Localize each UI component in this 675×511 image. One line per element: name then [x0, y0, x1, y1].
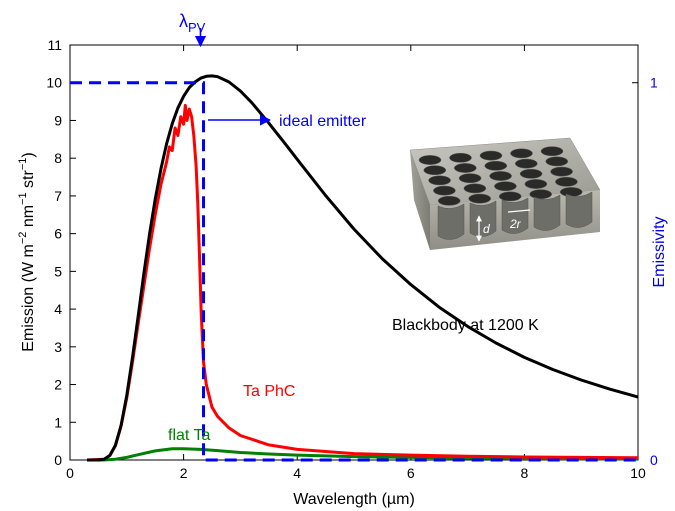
inset-hole [494, 181, 517, 192]
y2-tick-label: 0 [650, 452, 658, 468]
y-tick-label: 7 [54, 188, 62, 204]
y-tick-label: 4 [54, 301, 62, 317]
blackbody-label: Blackbody at 1200 K [392, 317, 539, 334]
y-tick-label: 11 [47, 37, 62, 53]
series-layer [86, 74, 639, 462]
y-label-prefix: Emission (W m [20, 244, 37, 352]
inset-hole-grid [418, 146, 583, 206]
inset-hole [540, 146, 564, 157]
inset-label-2r: 2r [509, 217, 522, 231]
y-tick-label: 8 [54, 150, 62, 166]
x-axis-label: Wavelength (µm) [293, 491, 415, 508]
inset-cutaway [533, 194, 561, 231]
right-axis-label: Emissivity [651, 216, 668, 287]
inset-hole [458, 173, 482, 184]
inset-hole [428, 175, 451, 186]
inset-hole [519, 168, 543, 179]
inset-hole [437, 195, 461, 206]
y-label-mid1: nm [20, 205, 37, 232]
inset-hole [515, 158, 538, 169]
y2-tick-label: 1 [650, 75, 658, 91]
inset-hole [550, 166, 573, 177]
x-tick-label: 8 [521, 465, 529, 481]
inset-hole [559, 187, 583, 197]
inset-hole [449, 152, 472, 163]
photonic-crystal-inset: d 2r a [409, 137, 601, 262]
ta-phc-label: Ta PhC [243, 383, 295, 400]
y-tick-label: 0 [54, 452, 62, 468]
x-tick-label: 0 [66, 465, 74, 481]
inset-cutaway [437, 203, 465, 240]
x-tick-label: 6 [407, 465, 415, 481]
inset-hole [529, 189, 552, 200]
inset-cutaway [565, 191, 593, 228]
inset-hole [433, 185, 456, 196]
y-tick-label: 6 [54, 226, 62, 242]
y-tick-label: 5 [54, 263, 62, 279]
inset-hole [423, 165, 447, 176]
series-blackbody [87, 74, 639, 462]
inset-hole [468, 193, 491, 204]
inset-label-a: a [501, 248, 508, 262]
inset-hole [489, 171, 512, 181]
inset-hole [510, 148, 533, 159]
inset-hole [463, 183, 487, 194]
y-tick-label: 10 [46, 75, 62, 91]
inset-label-d: d [483, 222, 490, 236]
inset-hole [484, 160, 508, 171]
y-label-suffix: ) [20, 152, 37, 157]
plot-frame [69, 44, 639, 461]
y-tick-label: 1 [54, 414, 62, 430]
inset-hole [524, 179, 548, 189]
flat-ta-label: flat Ta [168, 427, 211, 444]
inset-side-face [410, 150, 430, 250]
y-tick-label: 9 [54, 112, 62, 128]
inset-hole [545, 156, 569, 167]
series-flat-ta [87, 447, 638, 462]
lambda-symbol: λ [179, 11, 188, 31]
x-tick-label: 4 [293, 465, 301, 481]
y-axis-label: Emission (W m−2 nm−1 str−1) [17, 152, 37, 351]
y-label-exp2: −1 [17, 192, 29, 205]
inset-hole [454, 163, 477, 173]
lambda-pv-label: λPV [179, 11, 206, 35]
lambda-subscript: PV [188, 20, 206, 35]
inset-hole [555, 176, 578, 187]
inset-a-arrow [487, 244, 523, 248]
inset-hole [479, 150, 503, 161]
x-axis-ticks: 0 2 4 6 8 10 [66, 45, 646, 481]
inset-hole [498, 191, 522, 202]
y-label-exp3: −1 [17, 158, 29, 171]
y-label-mid2: str [20, 169, 37, 192]
y-label-exp1: −2 [17, 232, 29, 245]
series-ideal-emitter [70, 81, 638, 462]
inset-cutaway [501, 197, 529, 234]
inset-2r-arrow [507, 209, 531, 213]
ideal-emitter-label: ideal emitter [279, 113, 367, 130]
y-tick-label: 2 [54, 377, 62, 393]
y-tick-label: 3 [54, 339, 62, 355]
x-tick-label: 10 [630, 465, 646, 481]
x-tick-label: 2 [180, 465, 188, 481]
y-axis-ticks: 0 1 2 3 4 5 6 7 8 9 10 11 [46, 37, 76, 468]
inset-hole [418, 155, 442, 165]
